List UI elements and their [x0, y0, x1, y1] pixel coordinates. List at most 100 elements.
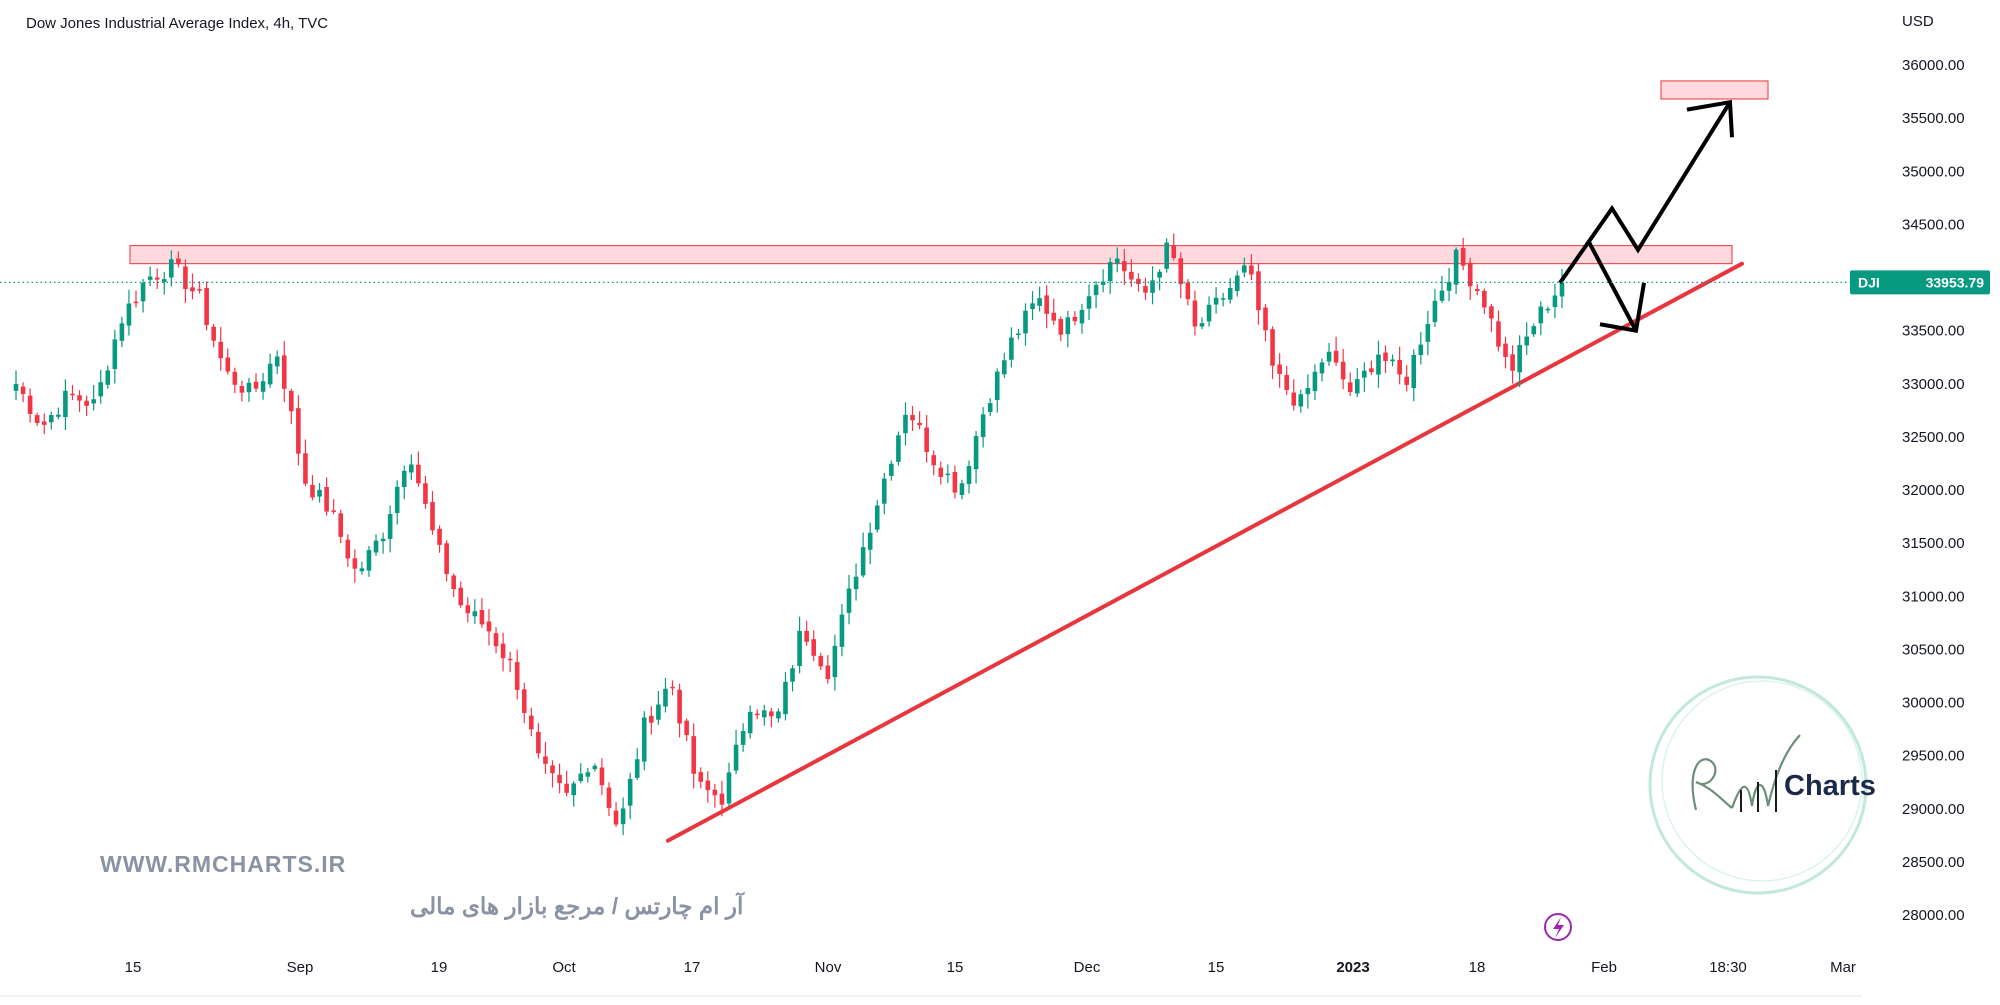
- candle[interactable]: [620, 797, 626, 836]
- candle[interactable]: [409, 454, 414, 481]
- candle[interactable]: [1524, 322, 1530, 355]
- candle[interactable]: [592, 763, 598, 772]
- candle[interactable]: [387, 505, 393, 553]
- candle[interactable]: [1009, 327, 1014, 368]
- candle[interactable]: [952, 465, 958, 499]
- price-axis[interactable]: 36000.0035500.0035000.0034500.0034000.00…: [1902, 57, 1965, 924]
- candle[interactable]: [479, 598, 485, 628]
- candle[interactable]: [1432, 288, 1438, 328]
- candle[interactable]: [1326, 343, 1332, 366]
- candle[interactable]: [811, 630, 817, 662]
- lightning-icon[interactable]: [1544, 913, 1572, 941]
- candle[interactable]: [529, 707, 534, 737]
- candle[interactable]: [578, 763, 584, 784]
- candle[interactable]: [493, 627, 499, 654]
- candle[interactable]: [1249, 254, 1254, 281]
- candle[interactable]: [1192, 290, 1198, 336]
- candle[interactable]: [910, 406, 915, 432]
- candle[interactable]: [627, 772, 633, 820]
- candle[interactable]: [507, 651, 513, 673]
- candle[interactable]: [783, 672, 788, 721]
- candle[interactable]: [1023, 303, 1028, 346]
- pullback-arrow[interactable]: [1586, 239, 1638, 332]
- candle[interactable]: [1044, 285, 1049, 329]
- candle[interactable]: [373, 534, 379, 556]
- last-price-tag[interactable]: DJI 33953.79: [1850, 270, 1990, 295]
- candle[interactable]: [740, 723, 746, 752]
- candle[interactable]: [1376, 340, 1381, 388]
- candle[interactable]: [1016, 329, 1021, 340]
- candle[interactable]: [437, 525, 442, 553]
- candle[interactable]: [211, 323, 216, 348]
- candle[interactable]: [190, 273, 195, 300]
- candle[interactable]: [980, 407, 986, 448]
- candle[interactable]: [649, 706, 654, 735]
- candle[interactable]: [91, 385, 96, 411]
- candle[interactable]: [331, 499, 336, 515]
- candle[interactable]: [289, 388, 294, 425]
- candle[interactable]: [41, 413, 47, 435]
- candle[interactable]: [1559, 269, 1565, 309]
- candle[interactable]: [1503, 336, 1508, 369]
- candle[interactable]: [1538, 301, 1544, 336]
- candle[interactable]: [126, 289, 132, 336]
- candle[interactable]: [161, 272, 167, 295]
- candle[interactable]: [585, 767, 591, 783]
- candle[interactable]: [726, 762, 732, 807]
- candle[interactable]: [401, 465, 407, 500]
- candle[interactable]: [867, 522, 873, 565]
- candle[interactable]: [1157, 269, 1162, 291]
- candle[interactable]: [966, 460, 972, 494]
- candle[interactable]: [253, 373, 259, 392]
- candle[interactable]: [1185, 279, 1191, 306]
- candle[interactable]: [154, 268, 160, 289]
- candle[interactable]: [1100, 269, 1106, 293]
- candle[interactable]: [1086, 284, 1092, 321]
- candle[interactable]: [423, 475, 428, 509]
- candle[interactable]: [1362, 362, 1367, 392]
- candle[interactable]: [1510, 345, 1515, 384]
- candle[interactable]: [34, 412, 40, 426]
- candle[interactable]: [1474, 284, 1480, 296]
- candle[interactable]: [133, 290, 139, 308]
- candle[interactable]: [754, 709, 760, 720]
- candle[interactable]: [853, 563, 859, 601]
- candle[interactable]: [1065, 310, 1071, 348]
- candle[interactable]: [1439, 275, 1445, 304]
- candle[interactable]: [310, 474, 315, 501]
- candle[interactable]: [663, 678, 668, 713]
- candle[interactable]: [359, 561, 365, 575]
- candle[interactable]: [1482, 288, 1487, 314]
- candle[interactable]: [1242, 257, 1247, 277]
- candle[interactable]: [444, 540, 449, 582]
- candle[interactable]: [1256, 263, 1261, 325]
- candle[interactable]: [684, 718, 689, 742]
- candle[interactable]: [1171, 233, 1177, 261]
- candle[interactable]: [1404, 365, 1409, 392]
- candle[interactable]: [260, 372, 266, 400]
- candle[interactable]: [1305, 374, 1311, 409]
- candle[interactable]: [670, 680, 675, 696]
- candle[interactable]: [119, 316, 125, 348]
- candle[interactable]: [1552, 283, 1558, 319]
- candle[interactable]: [973, 431, 979, 484]
- candle[interactable]: [994, 368, 1000, 413]
- candle[interactable]: [846, 574, 852, 625]
- candle[interactable]: [1397, 346, 1402, 385]
- candle[interactable]: [169, 250, 174, 287]
- candle[interactable]: [486, 609, 492, 646]
- candle[interactable]: [246, 377, 252, 402]
- candle[interactable]: [557, 763, 562, 794]
- candle[interactable]: [394, 480, 400, 525]
- candle[interactable]: [204, 281, 209, 331]
- candle[interactable]: [1227, 278, 1233, 304]
- candle[interactable]: [416, 451, 421, 487]
- candle[interactable]: [790, 665, 795, 692]
- candle[interactable]: [543, 741, 548, 774]
- candle[interactable]: [641, 711, 647, 771]
- candle[interactable]: [303, 439, 308, 487]
- candle[interactable]: [776, 708, 781, 723]
- candle[interactable]: [1390, 354, 1395, 367]
- support-trendline[interactable]: [666, 261, 1744, 843]
- candle[interactable]: [1489, 303, 1494, 332]
